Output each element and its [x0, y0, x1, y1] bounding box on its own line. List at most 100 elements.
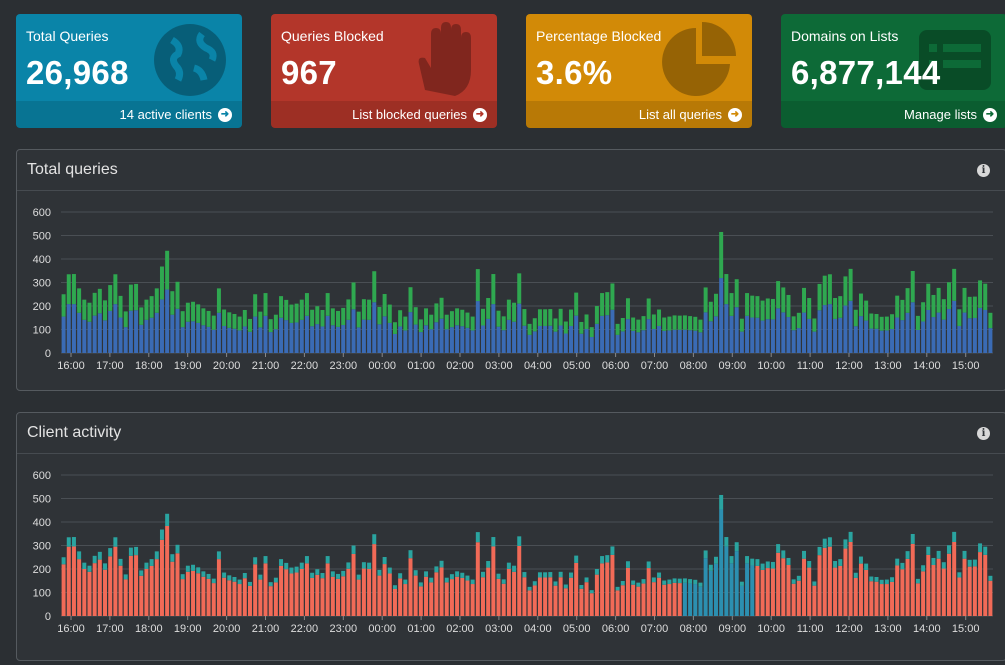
client-bar: [988, 580, 993, 616]
client-bar: [512, 571, 517, 616]
client-bar: [962, 558, 967, 616]
permitted-bar: [439, 297, 444, 319]
permitted-bar: [232, 313, 237, 329]
cached-bar: [522, 325, 527, 353]
client-bar: [242, 578, 247, 616]
permitted-bar: [294, 303, 299, 323]
permitted-bar: [532, 318, 537, 332]
client-bar: [351, 545, 356, 554]
permitted-bar: [760, 300, 765, 321]
permitted-bar: [739, 318, 744, 332]
client-bar: [770, 568, 775, 616]
cached-bar: [900, 320, 905, 353]
client-activity-chart[interactable]: 0 100 200 300 400 500 600 16:00 17:00 18:00 19:00 2…: [17, 454, 1005, 660]
client-bar: [636, 582, 641, 587]
client-bar: [817, 546, 822, 556]
client-bar: [475, 542, 480, 616]
cached-bar: [517, 303, 522, 353]
permitted-bar: [807, 298, 812, 319]
permitted-bar: [708, 301, 713, 322]
cached-bar: [263, 315, 268, 353]
cached-bar: [755, 317, 760, 353]
permitted-bar: [113, 274, 118, 305]
permitted-bar: [227, 312, 232, 328]
client-bar: [750, 558, 755, 566]
client-bar: [745, 556, 750, 564]
client-bar: [739, 581, 744, 586]
cached-bar: [299, 319, 304, 353]
client-bar: [61, 564, 66, 616]
client-bar: [320, 578, 325, 616]
client-bar: [890, 581, 895, 616]
stat-title: Domains on Lists: [791, 28, 899, 44]
client-bar: [304, 563, 309, 616]
permitted-bar: [543, 309, 548, 326]
client-bar: [574, 555, 579, 563]
client-bar: [941, 562, 946, 569]
client-bar: [745, 563, 750, 616]
permitted-bar: [408, 287, 413, 313]
cached-bar: [532, 331, 537, 353]
client-bar: [807, 561, 812, 568]
info-icon[interactable]: i: [977, 163, 990, 177]
permitted-bar: [263, 293, 268, 316]
client-bar: [822, 547, 827, 616]
client-bar: [496, 573, 501, 579]
client-bar: [253, 557, 258, 565]
stat-value: 967: [281, 54, 337, 91]
client-bar: [429, 582, 434, 616]
cached-bar: [957, 325, 962, 353]
client-bar: [372, 544, 377, 616]
client-bar: [895, 558, 900, 566]
client-bar: [843, 539, 848, 549]
cached-bar: [802, 312, 806, 353]
permitted-bar: [486, 298, 491, 319]
permitted-bar: [149, 296, 154, 318]
client-bar: [434, 572, 439, 616]
client-bar: [294, 572, 299, 616]
client-bar: [921, 571, 926, 616]
client-bar: [574, 562, 579, 616]
info-icon[interactable]: i: [977, 426, 990, 440]
cached-bar: [724, 304, 729, 353]
cached-bar: [77, 312, 82, 353]
x-tick-label: 12:00: [835, 360, 863, 372]
client-bar: [165, 513, 170, 526]
client-bar: [874, 581, 879, 616]
stat-footer-link[interactable]: List blocked queries ➜: [271, 101, 497, 128]
permitted-bar: [165, 250, 170, 290]
stat-footer-link[interactable]: Manage lists ➜: [781, 101, 1005, 128]
stat-footer-link[interactable]: 14 active clients ➜: [16, 101, 242, 128]
permitted-bar: [900, 299, 905, 321]
client-bar: [222, 572, 227, 578]
client-bar: [688, 579, 693, 584]
cached-bar: [392, 333, 397, 353]
cached-bar: [134, 310, 139, 353]
client-bar: [263, 563, 268, 616]
cached-bar: [216, 312, 221, 353]
permitted-bar: [351, 282, 356, 310]
cached-bar: [600, 315, 605, 353]
cached-bar: [807, 318, 812, 353]
cached-bar: [512, 321, 517, 353]
client-bar: [273, 582, 278, 616]
permitted-bar: [398, 310, 403, 327]
client-bar: [367, 562, 372, 569]
permitted-bar: [475, 269, 480, 302]
client-bar: [672, 582, 677, 616]
total-queries-chart[interactable]: 0 100 200 300 400 500 600 16:00 17:00 18:00 19:00 2…: [17, 191, 1005, 389]
cached-bar: [537, 325, 542, 353]
cached-bar: [631, 330, 636, 353]
arrow-right-icon: ➜: [473, 107, 487, 122]
client-bar: [791, 579, 796, 584]
client-bar: [299, 569, 304, 616]
cached-bar: [688, 330, 693, 353]
client-bar: [299, 562, 304, 569]
cached-bar: [294, 322, 299, 353]
stat-footer-link[interactable]: List all queries ➜: [526, 101, 752, 128]
cached-bar: [118, 317, 123, 353]
client-bar: [641, 579, 646, 584]
client-bar: [134, 555, 139, 616]
permitted-bar: [97, 288, 102, 314]
client-bar: [144, 569, 149, 616]
